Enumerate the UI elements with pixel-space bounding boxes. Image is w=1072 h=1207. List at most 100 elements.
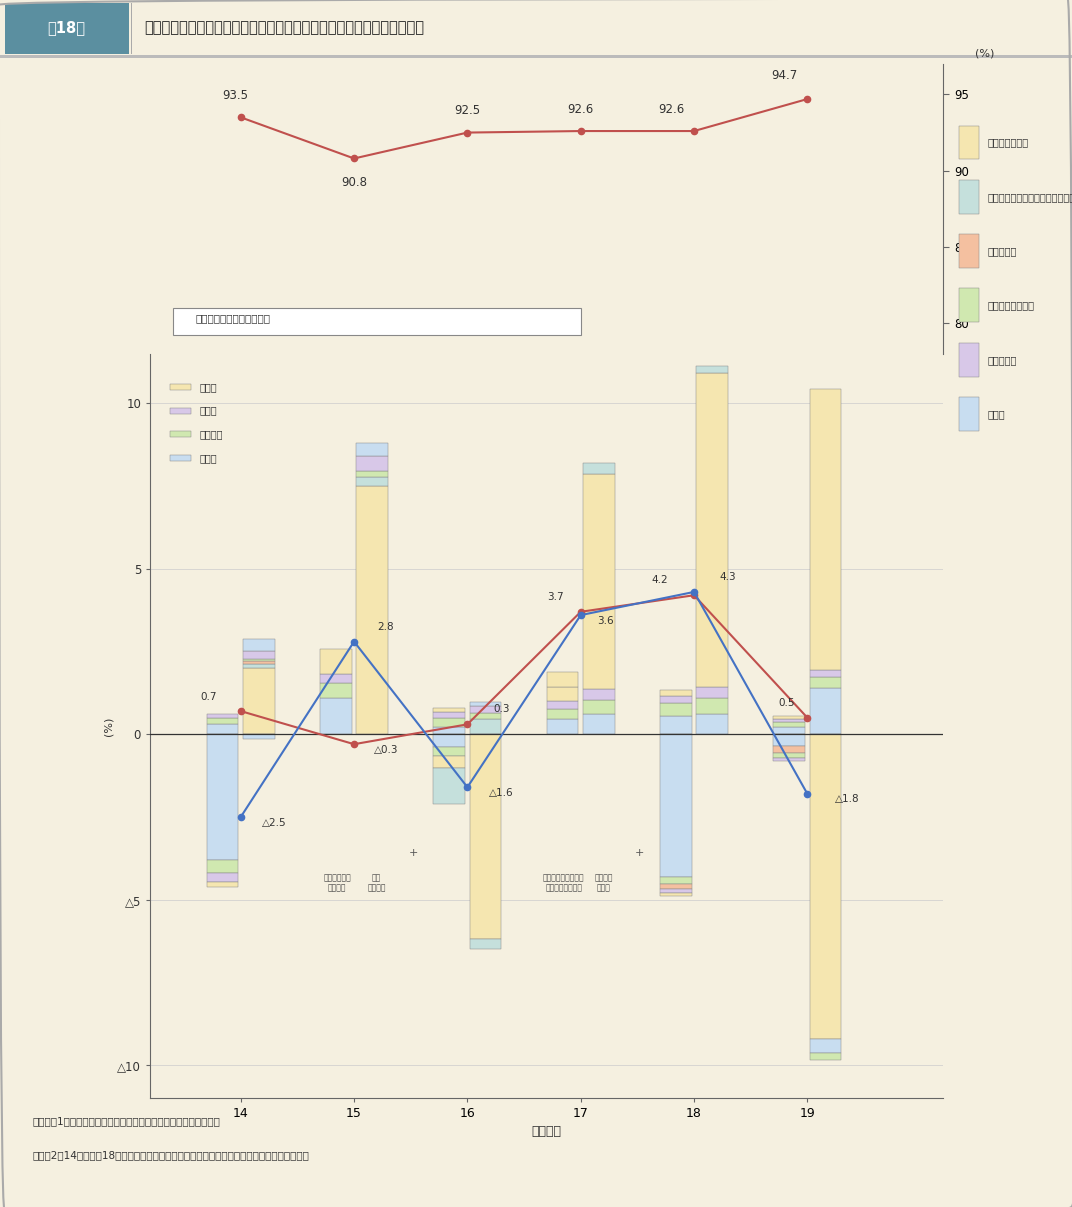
Bar (470, 706, 502, 713)
Text: 経常
一般財源: 経常 一般財源 (368, 874, 386, 893)
Bar (660, 884, 691, 888)
Bar (207, 724, 238, 734)
Bar (660, 704, 691, 716)
Bar (243, 661, 274, 664)
Bar (131, 4, 132, 54)
Bar (207, 881, 238, 886)
Bar (583, 700, 614, 713)
Text: その他: その他 (200, 381, 218, 392)
Text: 92.5: 92.5 (455, 104, 480, 117)
Bar (470, 734, 502, 939)
Text: （注）　1　棒グラフの数値は、各年度の対前年度増減率である。: （注） 1 棒グラフの数値は、各年度の対前年度増減率である。 (32, 1116, 220, 1126)
Text: 経常収支比率（右目盛）％: 経常収支比率（右目盛）％ (195, 314, 270, 323)
Bar (170, 384, 191, 390)
Text: 92.6: 92.6 (567, 103, 594, 116)
Bar (243, 651, 274, 659)
Text: △1.8: △1.8 (835, 794, 860, 804)
Bar (809, 688, 842, 734)
Bar (697, 366, 728, 373)
Bar (356, 456, 388, 471)
Bar (433, 727, 465, 734)
Text: 2　14年度かㆂ18年度の減収補てん債特例分の増減率は減税補てん債の増減率である。: 2 14年度かㆂ18年度の減収補てん債特例分の増減率は減税補てん債の増減率である… (32, 1150, 309, 1160)
Bar (773, 758, 805, 760)
Text: 92.6: 92.6 (658, 103, 685, 116)
Bar (547, 709, 579, 719)
Bar (170, 455, 191, 461)
Bar (243, 664, 274, 667)
Text: 経常経費充当
一般財源: 経常経費充当 一般財源 (323, 874, 351, 893)
Bar (773, 717, 805, 719)
Bar (207, 874, 238, 881)
Bar (583, 689, 614, 700)
Bar (809, 670, 842, 677)
Bar (660, 696, 691, 704)
Bar (660, 734, 691, 876)
Bar (660, 888, 691, 893)
Text: 0.7: 0.7 (200, 692, 218, 701)
Bar (207, 861, 238, 874)
FancyBboxPatch shape (5, 4, 129, 54)
Bar (433, 768, 465, 804)
Bar (773, 722, 805, 727)
Bar (207, 715, 238, 718)
Text: △0.3: △0.3 (373, 745, 398, 754)
Bar (433, 734, 465, 747)
Text: 3.7: 3.7 (548, 591, 564, 602)
FancyBboxPatch shape (173, 308, 581, 336)
Text: △2.5: △2.5 (263, 817, 287, 828)
Text: 0.5: 0.5 (778, 698, 795, 707)
Bar (697, 713, 728, 734)
Bar (470, 713, 502, 719)
Bar (583, 463, 614, 474)
Bar (697, 687, 728, 698)
Text: 臨時財政対策債: 臨時財政対策債 (987, 138, 1028, 147)
X-axis label: （年度）: （年度） (532, 1125, 562, 1137)
Bar (433, 747, 465, 756)
Bar (547, 719, 579, 734)
Text: (%): (%) (976, 48, 995, 58)
Text: 臨時財政
対策債: 臨時財政 対策債 (594, 874, 612, 893)
Bar (321, 698, 352, 734)
Bar (547, 672, 579, 687)
Text: 2.8: 2.8 (377, 622, 394, 631)
Bar (809, 677, 842, 688)
Bar (243, 639, 274, 651)
Bar (356, 477, 388, 486)
Bar (170, 408, 191, 414)
Bar (773, 734, 805, 746)
Bar (433, 712, 465, 718)
Bar (243, 667, 274, 734)
Bar (0, 56, 1072, 58)
Text: 地方譲与税: 地方譲与税 (987, 246, 1016, 256)
Bar (773, 753, 805, 758)
Bar (547, 687, 579, 701)
Bar (433, 718, 465, 727)
Bar (243, 734, 274, 739)
Text: 4.2: 4.2 (652, 576, 668, 585)
Bar (773, 719, 805, 722)
Text: 公債費: 公債費 (200, 406, 218, 415)
Bar (583, 713, 614, 734)
Bar (321, 649, 352, 674)
Text: 地方特例交付金等: 地方特例交付金等 (987, 301, 1034, 310)
Bar (660, 893, 691, 896)
Text: 第18図: 第18図 (47, 21, 86, 35)
Bar (356, 443, 388, 456)
Text: 補助費等: 補助費等 (200, 430, 223, 439)
Text: 減収補てん債特例分（減税補てん債）: 減収補てん債特例分（減税補てん債） (987, 192, 1072, 202)
Text: +: + (408, 849, 418, 858)
Bar (809, 389, 842, 670)
Text: 減収補てん債特例分
（減税補てん債）: 減収補てん債特例分 （減税補てん債） (542, 874, 584, 893)
Text: 経常収支比率を構成する分子及び分母の増減状況（その２　都道府県）: 経常収支比率を構成する分子及び分母の増減状況（その２ 都道府県） (145, 21, 425, 35)
Text: 0.3: 0.3 (493, 705, 509, 715)
Text: +: + (635, 849, 644, 858)
Bar (583, 474, 614, 689)
Text: 4.3: 4.3 (719, 572, 736, 582)
Text: 93.5: 93.5 (222, 89, 248, 103)
Text: 3.6: 3.6 (597, 616, 614, 625)
Bar (321, 674, 352, 683)
Bar (773, 746, 805, 753)
Text: 人件費: 人件費 (200, 453, 218, 463)
Y-axis label: (%): (%) (103, 716, 113, 736)
Bar (697, 373, 728, 687)
